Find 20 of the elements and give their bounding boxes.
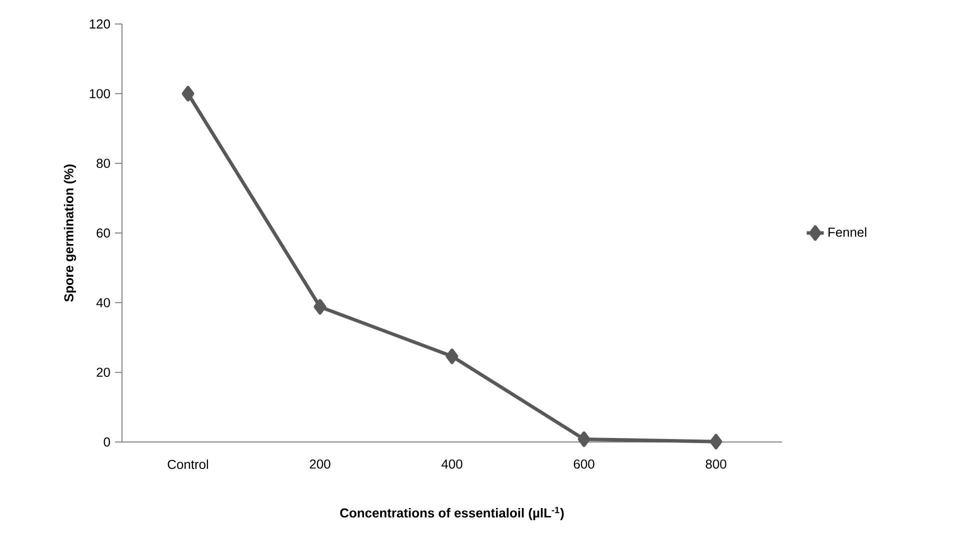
point — [578, 431, 590, 447]
x-axis-title: Concentrations of essentialoil (µlL$^{-1}$) — [340, 506, 564, 520]
x-tick-label: 200 — [310, 460, 330, 469]
x-tick-label: Control — [168, 459, 208, 470]
legend-label: Fennel — [828, 227, 866, 237]
x-tick-label: 800 — [706, 460, 726, 469]
y-axis-title: Spore germination (%) — [64, 164, 76, 302]
point — [446, 348, 458, 364]
y-tick-label: 60 — [96, 228, 110, 238]
y-tick-label: 0 — [104, 437, 110, 447]
y-tick-label: 40 — [96, 298, 110, 308]
point — [182, 86, 194, 102]
x-tick-label: 400 — [442, 460, 462, 469]
point — [710, 434, 722, 450]
y-tick-label: 80 — [96, 158, 110, 168]
y-tick-label: 100 — [90, 89, 110, 98]
y-tick-label: 20 — [96, 368, 110, 377]
point — [314, 299, 326, 315]
x-tick-label: 600 — [574, 460, 594, 469]
y-tick-label: 120 — [90, 19, 110, 29]
